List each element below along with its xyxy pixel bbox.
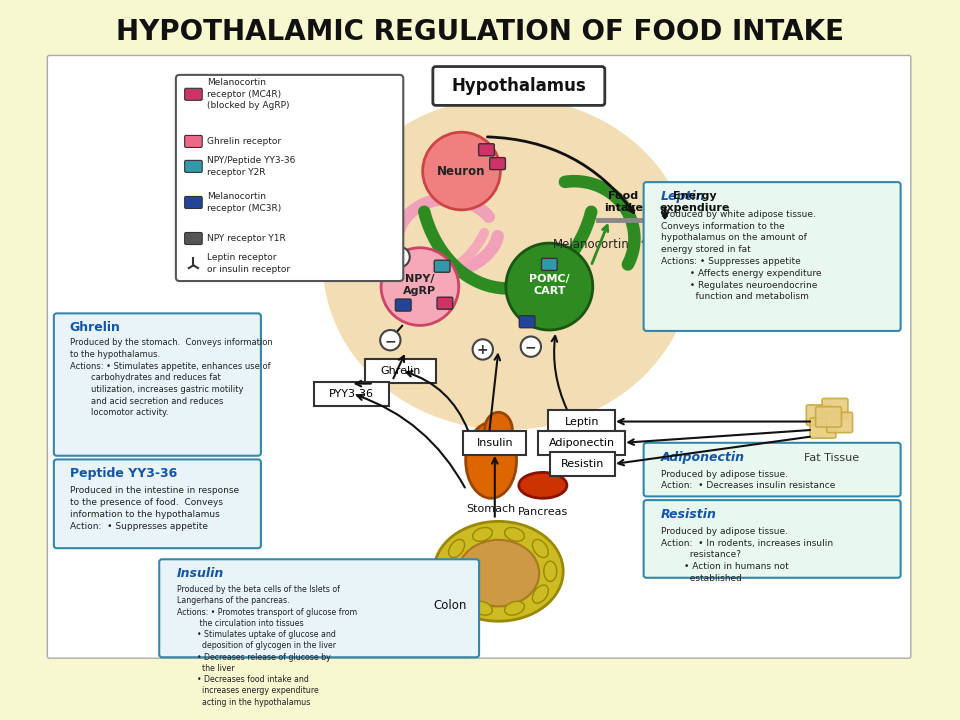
Text: Leptin receptor
or insulin receptor: Leptin receptor or insulin receptor <box>207 253 291 274</box>
Text: Adiponectin: Adiponectin <box>548 438 614 448</box>
FancyBboxPatch shape <box>827 413 852 433</box>
FancyBboxPatch shape <box>643 500 900 577</box>
FancyBboxPatch shape <box>541 258 557 271</box>
Text: Produced by the stomach.  Conveys information
to the hypothalamus.
Actions: • St: Produced by the stomach. Conveys informa… <box>69 338 273 418</box>
FancyBboxPatch shape <box>490 158 505 170</box>
Ellipse shape <box>533 585 548 603</box>
Text: Ghrelin: Ghrelin <box>380 366 420 376</box>
Text: Adiponectin: Adiponectin <box>661 451 745 464</box>
Text: Produced by white adipose tissue.
Conveys information to the
hypothalamus on the: Produced by white adipose tissue. Convey… <box>661 210 822 302</box>
Ellipse shape <box>458 540 540 606</box>
Text: Melanocortin
receptor (MC4R)
(blocked by AgRP): Melanocortin receptor (MC4R) (blocked by… <box>207 78 290 110</box>
FancyBboxPatch shape <box>54 313 261 456</box>
Text: −: − <box>525 341 537 354</box>
Text: Insulin: Insulin <box>476 438 513 448</box>
FancyBboxPatch shape <box>366 359 436 383</box>
FancyBboxPatch shape <box>184 135 203 148</box>
FancyBboxPatch shape <box>548 410 615 433</box>
FancyBboxPatch shape <box>822 398 848 419</box>
FancyBboxPatch shape <box>643 443 900 496</box>
Text: Melanocortin
receptor (MC3R): Melanocortin receptor (MC3R) <box>207 192 281 212</box>
Ellipse shape <box>441 561 453 582</box>
Text: Third
ventricle: Third ventricle <box>324 262 373 284</box>
Ellipse shape <box>485 413 513 447</box>
Circle shape <box>520 336 541 357</box>
Text: NPY/Peptide YY3-36
receptor Y2R: NPY/Peptide YY3-36 receptor Y2R <box>207 156 296 176</box>
FancyBboxPatch shape <box>396 299 411 311</box>
Circle shape <box>380 330 400 351</box>
FancyBboxPatch shape <box>54 459 261 548</box>
Text: HYPOTHALAMIC REGULATION OF FOOD INTAKE: HYPOTHALAMIC REGULATION OF FOOD INTAKE <box>116 18 844 46</box>
Text: Hypothalamus: Hypothalamus <box>451 77 587 95</box>
FancyBboxPatch shape <box>550 452 615 476</box>
Text: Produced by adipose tissue.
Action:  • Decreases insulin resistance: Produced by adipose tissue. Action: • De… <box>661 469 835 490</box>
Text: NPY/
AgRP: NPY/ AgRP <box>403 274 437 295</box>
Text: Resistin: Resistin <box>661 508 717 521</box>
FancyBboxPatch shape <box>184 89 203 100</box>
Text: Leptin: Leptin <box>564 417 599 426</box>
Text: PYY3-36: PYY3-36 <box>329 389 374 399</box>
Text: Produced in the intestine in response
to the presence of food.  Conveys
informat: Produced in the intestine in response to… <box>69 486 239 531</box>
FancyBboxPatch shape <box>519 315 535 328</box>
Text: Ghrelin: Ghrelin <box>69 320 120 334</box>
Text: Produced by the beta cells of the Islets of
Langerhans of the pancreas.
Actions:: Produced by the beta cells of the Islets… <box>177 585 357 706</box>
FancyBboxPatch shape <box>434 260 450 272</box>
Polygon shape <box>642 220 673 242</box>
Text: Insulin: Insulin <box>177 567 224 580</box>
FancyBboxPatch shape <box>47 55 911 658</box>
Text: Energy
expendiure: Energy expendiure <box>660 191 730 212</box>
Ellipse shape <box>448 585 465 603</box>
Text: Food
intake: Food intake <box>604 191 643 212</box>
Ellipse shape <box>543 561 557 582</box>
Ellipse shape <box>472 601 492 615</box>
Circle shape <box>381 248 459 325</box>
Text: Produced by adipose tissue.
Action:  • In rodents, increases insulin
          r: Produced by adipose tissue. Action: • In… <box>661 527 833 582</box>
Circle shape <box>472 339 492 359</box>
Text: Neuron: Neuron <box>437 164 486 178</box>
FancyBboxPatch shape <box>314 382 390 406</box>
Ellipse shape <box>533 539 548 557</box>
Text: Peptide YY3-36: Peptide YY3-36 <box>69 467 177 480</box>
Text: POMC/
CART: POMC/ CART <box>529 274 569 295</box>
FancyBboxPatch shape <box>159 559 479 657</box>
FancyBboxPatch shape <box>643 182 900 331</box>
Text: Colon: Colon <box>434 599 468 612</box>
Ellipse shape <box>518 472 567 498</box>
Text: NPY receptor Y1R: NPY receptor Y1R <box>207 234 286 243</box>
FancyBboxPatch shape <box>176 75 403 281</box>
FancyBboxPatch shape <box>433 66 605 105</box>
Text: Ghrelin receptor: Ghrelin receptor <box>207 137 281 146</box>
Circle shape <box>422 132 500 210</box>
Text: +: + <box>477 343 489 357</box>
Circle shape <box>506 243 592 330</box>
FancyBboxPatch shape <box>437 297 453 309</box>
FancyBboxPatch shape <box>184 161 203 172</box>
FancyBboxPatch shape <box>184 233 203 245</box>
Ellipse shape <box>472 528 492 541</box>
FancyBboxPatch shape <box>464 431 526 455</box>
Text: Leptin: Leptin <box>661 190 706 204</box>
Text: Stomach: Stomach <box>467 504 516 514</box>
Text: −: − <box>394 251 405 265</box>
Ellipse shape <box>434 521 564 621</box>
Ellipse shape <box>323 97 692 430</box>
Circle shape <box>390 247 410 267</box>
FancyBboxPatch shape <box>806 405 832 426</box>
Ellipse shape <box>448 539 465 557</box>
Text: Resistin: Resistin <box>561 459 604 469</box>
FancyBboxPatch shape <box>479 144 494 156</box>
Ellipse shape <box>505 601 524 615</box>
Text: Pancreas: Pancreas <box>517 507 568 516</box>
Text: Fat Tissue: Fat Tissue <box>804 453 859 463</box>
Ellipse shape <box>505 528 524 541</box>
Ellipse shape <box>466 423 516 498</box>
FancyBboxPatch shape <box>810 418 836 438</box>
FancyBboxPatch shape <box>816 407 842 427</box>
FancyBboxPatch shape <box>184 197 203 209</box>
Text: Melanocortin: Melanocortin <box>553 238 630 251</box>
FancyBboxPatch shape <box>539 431 625 455</box>
Text: −: − <box>385 334 396 348</box>
